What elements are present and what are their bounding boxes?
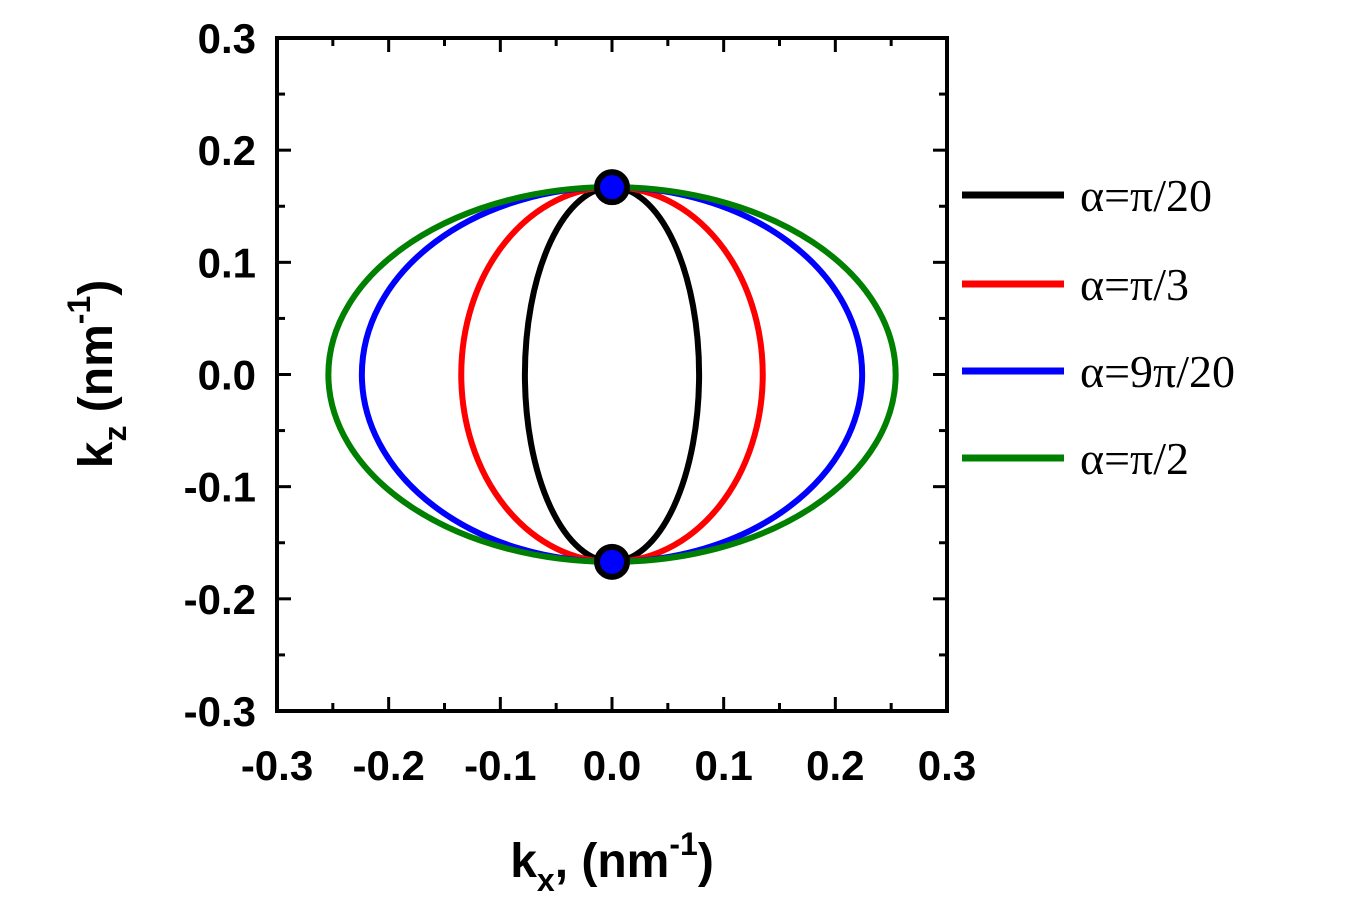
series-curve-3 — [358, 184, 866, 565]
x-axis-title: kx, (nm-1) — [510, 826, 714, 898]
legend-label: α=π/2 — [1080, 433, 1189, 484]
y-tick-label: -0.1 — [184, 464, 256, 511]
points-layer — [594, 169, 630, 580]
series-curve-2 — [458, 184, 766, 565]
legend-label: α=π/20 — [1080, 170, 1212, 221]
data-point — [594, 169, 630, 206]
y-axis-title-close: ) — [70, 280, 123, 296]
legend-label: α=9π/20 — [1080, 346, 1235, 397]
y-axis-title-sub: z — [97, 426, 133, 442]
data-point — [594, 543, 630, 580]
y-axis-title-main: k — [70, 441, 123, 468]
x-tick-label: 0.3 — [918, 742, 976, 789]
series-curve-1 — [521, 184, 703, 565]
curves-layer — [325, 184, 899, 565]
x-axis-title-rest: , (nm — [555, 835, 670, 888]
x-tick-label: -0.2 — [352, 742, 424, 789]
x-axis-title-sub: x — [537, 862, 555, 898]
x-axis-title-close: ) — [698, 835, 714, 888]
y-tick-label: 0.3 — [198, 15, 256, 62]
legend: α=π/20 α=π/3 α=9π/20 α=π/2 — [962, 170, 1235, 484]
y-tick-label: 0.1 — [198, 239, 256, 286]
y-tick-label: 0.0 — [198, 352, 256, 399]
x-tick-label: -0.1 — [464, 742, 536, 789]
x-tick-label: 0.2 — [806, 742, 864, 789]
plot-frame — [275, 36, 949, 713]
legend-label: α=π/3 — [1080, 259, 1189, 310]
x-tick-labels: -0.3 -0.2 -0.1 0.0 0.1 0.2 0.3 — [241, 742, 976, 789]
y-tick-label: 0.2 — [198, 127, 256, 174]
ticks-layer — [275, 36, 949, 713]
series-curve-4 — [325, 184, 899, 565]
y-axis-title-rest: (nm — [70, 324, 123, 425]
x-axis-title-main: k — [510, 835, 537, 888]
y-axis-title-sup: -1 — [61, 296, 97, 324]
y-axis-title: kz (nm-1) — [61, 280, 133, 468]
x-tick-label: 0.0 — [583, 742, 641, 789]
x-tick-label: -0.3 — [241, 742, 313, 789]
y-tick-label: -0.3 — [184, 688, 256, 735]
x-axis-title-sup: -1 — [669, 826, 697, 862]
y-tick-labels: 0.3 0.2 0.1 0.0 -0.1 -0.2 -0.3 — [184, 15, 256, 735]
x-tick-label: 0.1 — [694, 742, 752, 789]
y-tick-label: -0.2 — [184, 576, 256, 623]
